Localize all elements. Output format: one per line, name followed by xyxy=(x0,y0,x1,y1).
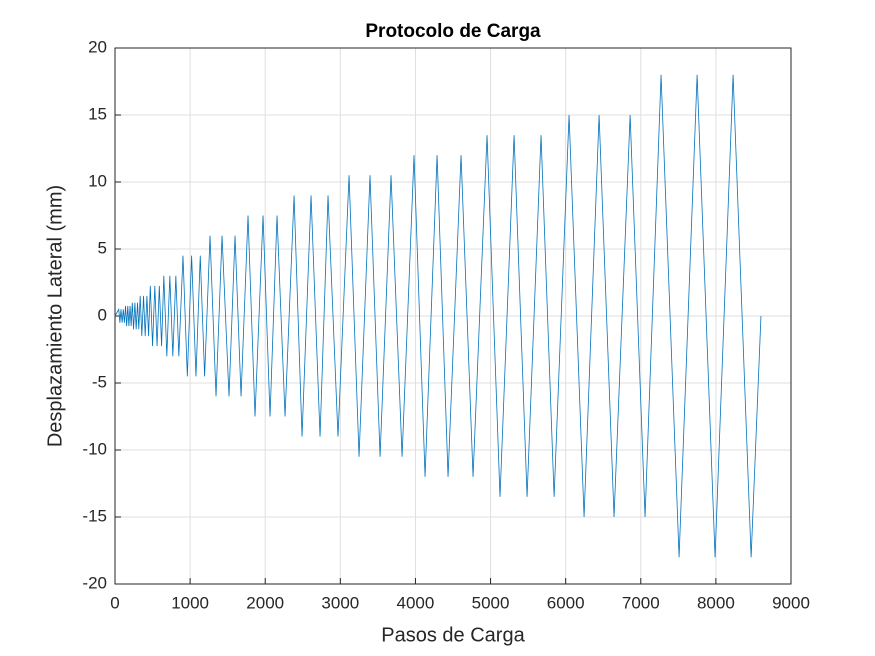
x-tick-label: 4000 xyxy=(397,593,435,612)
y-tick-label: -15 xyxy=(82,506,107,525)
data-line xyxy=(114,74,762,558)
x-tick-label: 3000 xyxy=(321,593,359,612)
x-tick-label: 0 xyxy=(110,593,119,612)
y-tick-label: 15 xyxy=(88,104,107,123)
y-tick-label: 5 xyxy=(98,238,107,257)
y-tick-label: 10 xyxy=(88,171,107,190)
y-tick-label: -20 xyxy=(82,573,107,592)
x-tick-label: 5000 xyxy=(472,593,510,612)
x-tick-label: 2000 xyxy=(246,593,284,612)
y-tick-label: -10 xyxy=(82,439,107,458)
x-tick-label: 6000 xyxy=(547,593,585,612)
x-axis-label: Pasos de Carga xyxy=(381,624,525,646)
chart-title: Protocolo de Carga xyxy=(365,21,541,42)
y-tick-label: 20 xyxy=(88,37,107,56)
y-tick-label: 0 xyxy=(98,305,107,324)
y-tick-label: -5 xyxy=(92,372,107,391)
x-tick-label: 8000 xyxy=(697,593,735,612)
y-axis-label: Desplazamiento Lateral (mm) xyxy=(44,185,66,447)
x-tick-label: 7000 xyxy=(622,593,660,612)
x-tick-label: 9000 xyxy=(772,593,810,612)
x-tick-label: 1000 xyxy=(171,593,209,612)
